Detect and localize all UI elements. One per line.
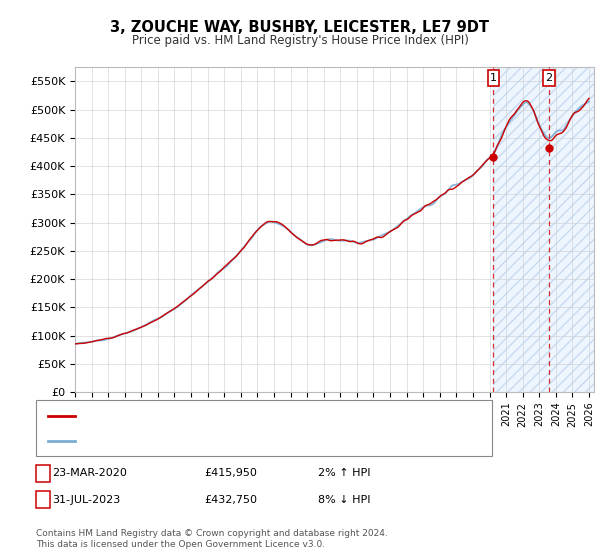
Text: Price paid vs. HM Land Registry's House Price Index (HPI): Price paid vs. HM Land Registry's House … — [131, 34, 469, 46]
Text: 1: 1 — [40, 468, 47, 478]
Text: 2% ↑ HPI: 2% ↑ HPI — [318, 468, 371, 478]
Bar — [493, 67, 598, 392]
Text: HPI: Average price, detached house, Harborough: HPI: Average price, detached house, Harb… — [81, 436, 336, 446]
Text: 2: 2 — [40, 494, 47, 505]
Text: 31-JUL-2023: 31-JUL-2023 — [52, 494, 121, 505]
Text: 2: 2 — [545, 73, 553, 83]
Text: Contains HM Land Registry data © Crown copyright and database right 2024.
This d: Contains HM Land Registry data © Crown c… — [36, 529, 388, 549]
Text: £432,750: £432,750 — [204, 494, 257, 505]
Text: £415,950: £415,950 — [204, 468, 257, 478]
FancyBboxPatch shape — [488, 70, 499, 86]
Text: 3, ZOUCHE WAY, BUSHBY, LEICESTER, LE7 9DT: 3, ZOUCHE WAY, BUSHBY, LEICESTER, LE7 9D… — [110, 20, 490, 35]
Text: 3, ZOUCHE WAY, BUSHBY, LEICESTER, LE7 9DT (detached house): 3, ZOUCHE WAY, BUSHBY, LEICESTER, LE7 9D… — [81, 411, 419, 421]
Bar — [493, 67, 598, 392]
Text: 8% ↓ HPI: 8% ↓ HPI — [318, 494, 371, 505]
Text: 1: 1 — [490, 73, 497, 83]
FancyBboxPatch shape — [543, 70, 555, 86]
Text: 23-MAR-2020: 23-MAR-2020 — [52, 468, 127, 478]
